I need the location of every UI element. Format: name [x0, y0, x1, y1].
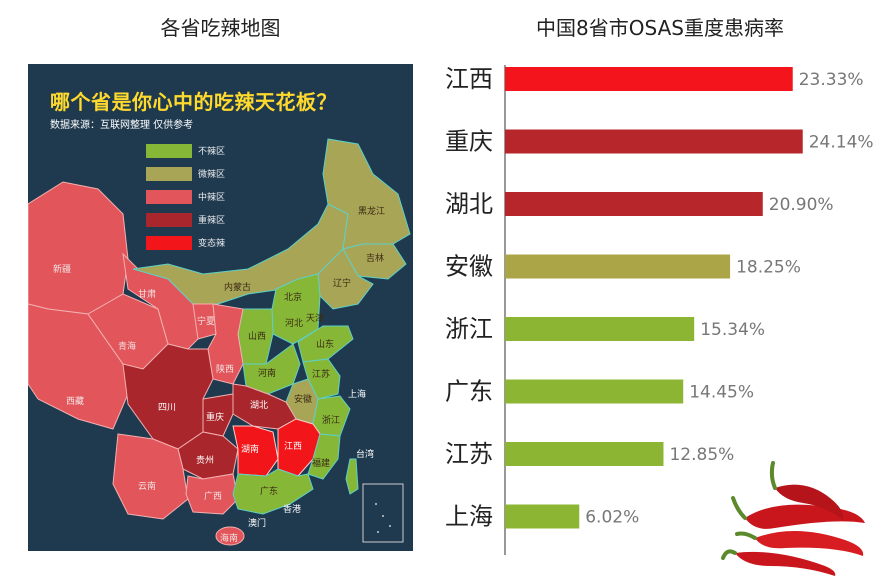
legend-swatch — [146, 212, 192, 227]
category-label: 上海 — [445, 503, 493, 531]
region-xinjiang — [28, 181, 129, 315]
province-label-xizang: 西藏 — [66, 397, 85, 407]
value-label: 18.25% — [736, 258, 801, 278]
bar — [505, 129, 803, 154]
region-xizang — [28, 303, 129, 430]
province-label-xinjiang: 新疆 — [53, 265, 72, 275]
bar — [505, 67, 793, 91]
province-label-macau: 澳门 — [248, 519, 267, 529]
legend-label: 不辣区 — [198, 147, 226, 157]
value-label: 14.45% — [689, 383, 754, 403]
region-guizhou — [177, 431, 239, 480]
province-label-guangxi: 广西 — [204, 492, 223, 502]
region-taiwan — [345, 458, 359, 495]
legend-item: 中辣区 — [146, 185, 225, 208]
legend-label: 变态辣 — [198, 239, 226, 249]
bar — [505, 504, 580, 529]
region-sichuan — [122, 343, 214, 450]
legend-label: 中辣区 — [198, 193, 226, 203]
category-label: 浙江 — [445, 315, 493, 343]
region-fujian — [307, 433, 341, 480]
province-label-hongkong: 香港 — [283, 505, 302, 515]
legend-item: 重辣区 — [146, 208, 225, 231]
province-label-shanxi: 山西 — [248, 332, 267, 342]
province-label-hubei: 湖北 — [250, 401, 269, 411]
province-label-guizhou: 贵州 — [196, 456, 215, 466]
china-spicy-map — [28, 138, 411, 546]
legend-swatch — [146, 166, 192, 181]
bar-chart: 江西 23.33% 重庆 24.14% 湖北 20.90% 安徽 18.25% 浙江 15.34%… — [445, 65, 874, 555]
province-label-anhui: 安徽 — [294, 395, 313, 405]
legend-item: 不辣区 — [146, 139, 225, 162]
legend-item: 变态辣 — [146, 231, 225, 254]
province-label-tianjin: 天津 — [306, 314, 325, 324]
province-label-qinghai: 青海 — [118, 342, 137, 352]
value-label: 20.90% — [769, 195, 834, 215]
province-label-shandong: 山东 — [316, 340, 335, 350]
category-label: 江西 — [445, 65, 493, 93]
province-label-shaanxi: 陕西 — [216, 365, 235, 375]
region-hainan — [215, 526, 245, 546]
province-label-liaoning: 辽宁 — [333, 279, 352, 289]
south-sea-inset — [362, 483, 404, 543]
province-label-jilin: 吉林 — [366, 254, 385, 264]
province-label-fujian: 福建 — [312, 459, 331, 469]
legend-item: 微辣区 — [146, 162, 225, 185]
value-label: 24.14% — [809, 133, 874, 153]
chili-pepper-icon — [721, 461, 865, 576]
region-guangxi — [185, 473, 239, 515]
province-label-sichuan: 四川 — [158, 403, 177, 413]
category-label: 安徽 — [445, 253, 493, 281]
province-label-ningxia: 宁夏 — [197, 317, 216, 327]
bar — [505, 379, 684, 404]
map-source: 数据来源：互联网整理 仅供参考 — [50, 120, 194, 131]
value-label: 6.02% — [585, 508, 639, 528]
legend-label: 微辣区 — [198, 170, 226, 180]
province-label-henan: 河南 — [258, 369, 277, 379]
category-label: 江苏 — [445, 440, 493, 468]
map-legend: 不辣区 微辣区 中辣区 重辣区 变态辣 — [146, 139, 225, 254]
bar — [505, 192, 763, 216]
province-label-chongqing: 重庆 — [206, 413, 225, 423]
legend-swatch — [146, 189, 192, 204]
region-liaoning — [317, 248, 374, 310]
province-label-gansu: 甘肃 — [138, 290, 157, 300]
province-label-heilongjiang: 黑龙江 — [358, 207, 386, 217]
category-label: 湖北 — [445, 190, 493, 218]
category-label: 广东 — [445, 378, 493, 406]
bar — [505, 254, 731, 279]
province-label-jiangsu: 江苏 — [312, 370, 331, 380]
category-label: 重庆 — [445, 128, 493, 156]
province-label-shanghai: 上海 — [348, 390, 367, 400]
bar — [505, 317, 695, 341]
legend-label: 重辣区 — [198, 216, 226, 226]
bar — [505, 442, 664, 466]
legend-swatch — [146, 143, 192, 158]
province-label-beijing: 北京 — [284, 293, 303, 303]
map-heading: 哪个省是你心中的吃辣天花板？ — [50, 90, 337, 114]
map-panel-title: 各省吃辣地图 — [160, 16, 281, 40]
value-label: 23.33% — [799, 70, 864, 90]
province-label-taiwan: 台湾 — [356, 450, 375, 460]
province-label-hunan: 湖南 — [241, 445, 260, 455]
region-guangdong — [232, 468, 314, 515]
legend-swatch — [146, 235, 192, 250]
province-label-hainan: 海南 — [220, 534, 239, 544]
value-label: 12.85% — [669, 445, 734, 465]
province-label-hebei: 河北 — [285, 319, 304, 329]
province-label-jiangxi: 江西 — [284, 442, 303, 452]
province-label-yunnan: 云南 — [138, 482, 157, 492]
spicy-map-panel: 哪个省是你心中的吃辣天花板？ 数据来源：互联网整理 仅供参考 不辣区 微辣区 中… — [28, 64, 413, 551]
province-label-guangdong: 广东 — [260, 487, 279, 497]
region-hunan — [232, 425, 279, 477]
province-label-zhejiang: 浙江 — [322, 416, 341, 426]
province-label-neimenggu: 内蒙古 — [224, 283, 252, 293]
chart-title: 中国8省市OSAS重度患病率 — [536, 16, 784, 40]
value-label: 15.34% — [700, 320, 765, 340]
